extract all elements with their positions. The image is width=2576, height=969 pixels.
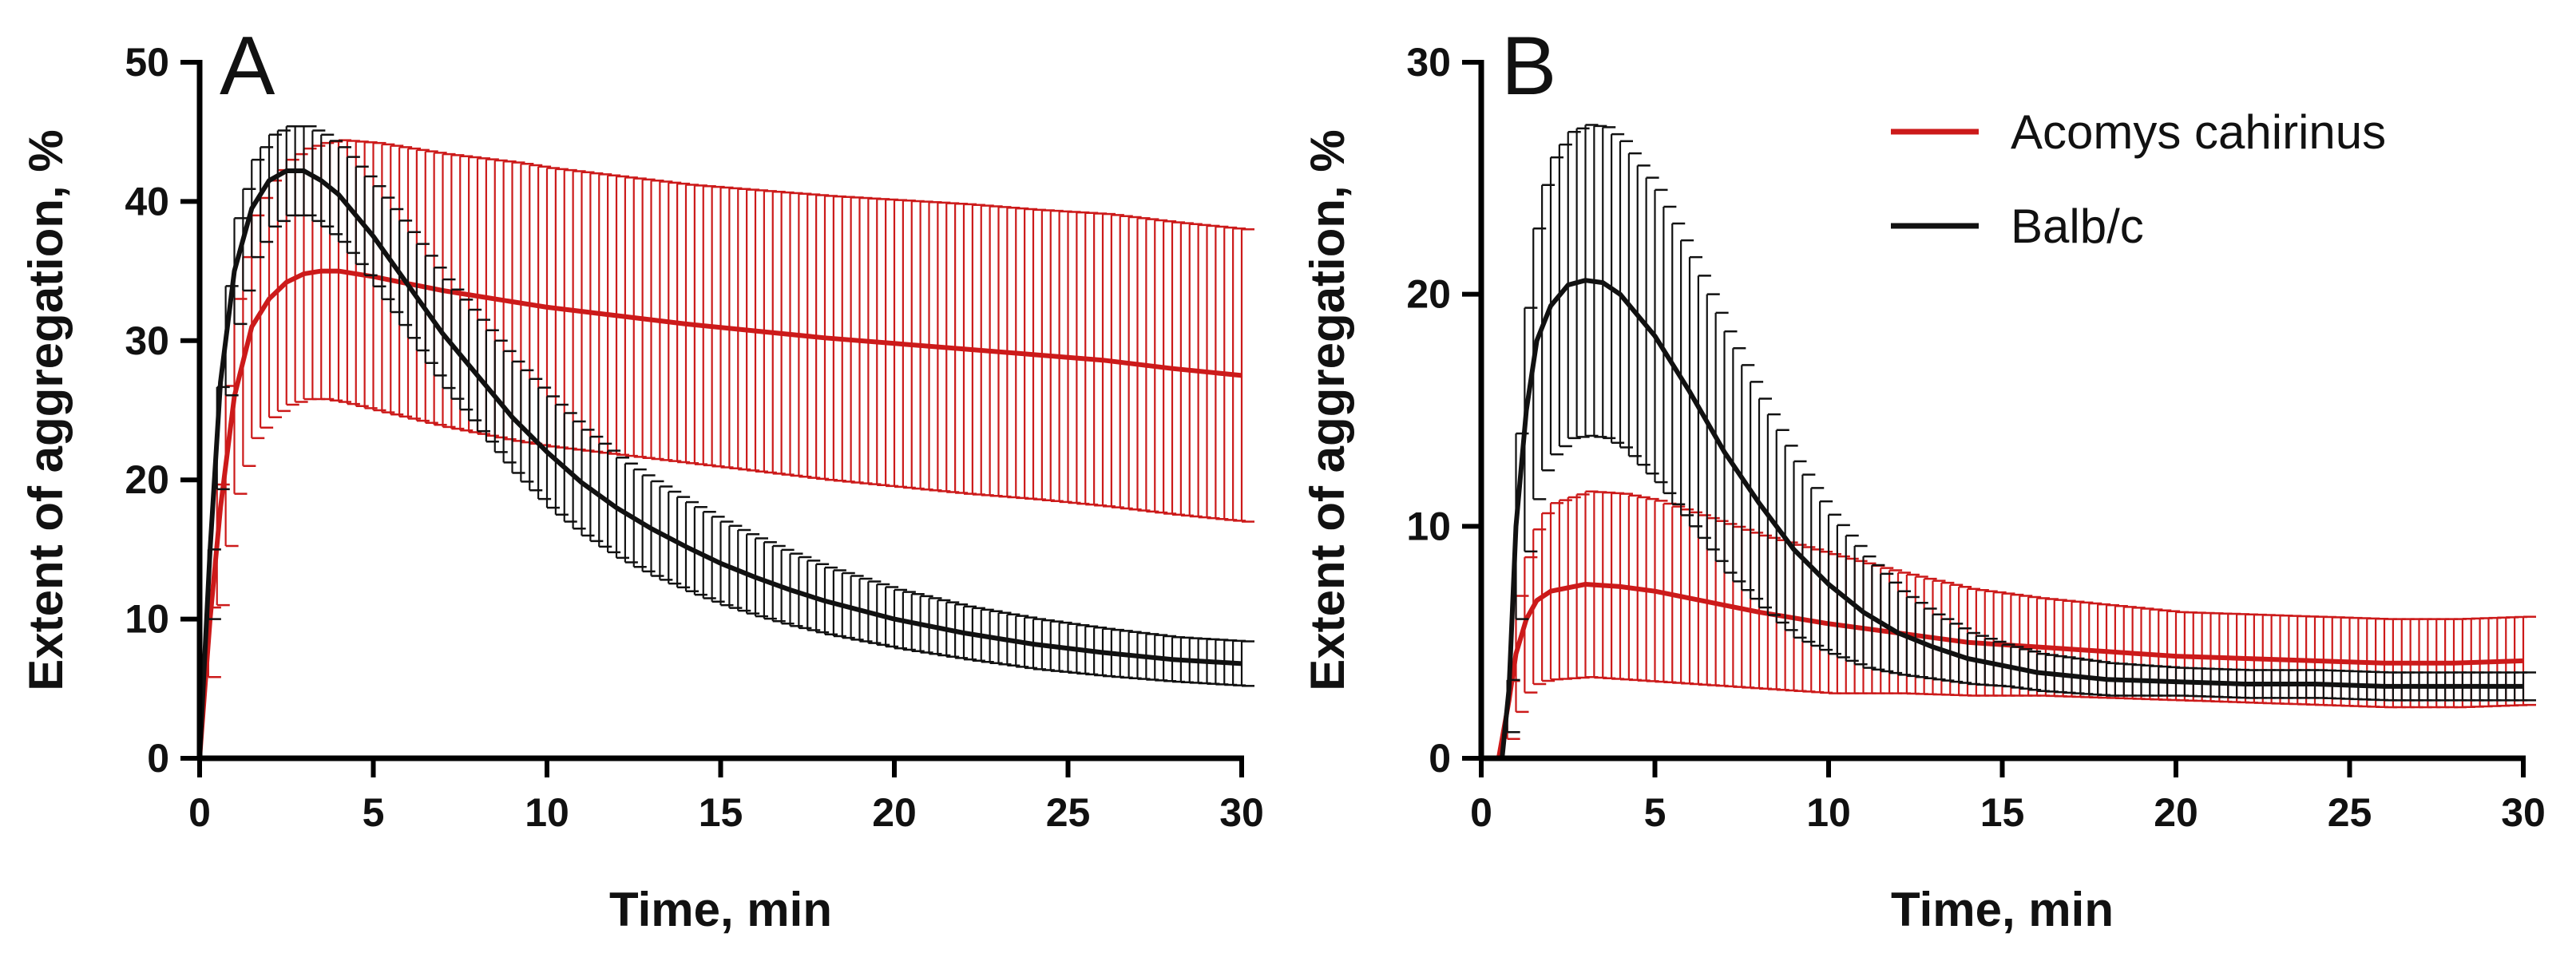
x-tick-label: 0 xyxy=(1470,790,1492,835)
x-tick-label: 15 xyxy=(699,790,743,835)
x-tick-label: 30 xyxy=(1219,790,1264,835)
y-tick-label: 0 xyxy=(147,736,169,781)
mean-line xyxy=(197,168,1242,759)
x-tick-label: 5 xyxy=(1644,790,1666,835)
mean-line xyxy=(1481,582,2524,761)
y-tick-label: 50 xyxy=(125,40,169,85)
y-tick-label: 40 xyxy=(125,179,169,223)
legend: Acomys cahirinus Balb/c xyxy=(1891,105,2386,253)
x-tick-label: 5 xyxy=(363,790,385,835)
panel-b: 0 5 10 15 20 25 30 0 10 20 30 Time, min Extent of ag… xyxy=(1301,20,2546,936)
x-tick-label: 15 xyxy=(1980,790,2025,835)
panel-a: 0 5 10 15 20 25 30 0 10 20 30 40 50 Time, min Extent o… xyxy=(19,20,1264,936)
y-axis-title: Extent of aggregation, % xyxy=(1301,129,1354,690)
mean-line xyxy=(197,268,1242,759)
y-tick-label: 20 xyxy=(125,457,169,502)
x-tick-label: 20 xyxy=(872,790,917,835)
x-tick-label: 10 xyxy=(525,790,569,835)
y-tick-label: 10 xyxy=(125,597,169,642)
x-tick-label: 25 xyxy=(1046,790,1091,835)
y-tick-label: 20 xyxy=(1406,272,1451,317)
series-acomys xyxy=(197,139,1254,759)
x-axis-title: Time, min xyxy=(609,883,832,936)
legend-label: Acomys cahirinus xyxy=(2011,105,2386,159)
panel-letter: A xyxy=(220,20,275,113)
x-tick-label: 30 xyxy=(2501,790,2546,835)
y-tick-label: 0 xyxy=(1429,736,1451,781)
y-tick-label: 30 xyxy=(125,318,169,363)
y-tick-label: 30 xyxy=(1406,40,1451,85)
x-tick-label: 20 xyxy=(2154,790,2198,835)
y-axis-title: Extent of aggregation, % xyxy=(19,129,73,690)
mean-line xyxy=(1481,278,2523,761)
series-acomys xyxy=(1481,490,2536,761)
series-balbc xyxy=(1481,124,2536,761)
x-tick-label: 10 xyxy=(1806,790,1851,835)
legend-label: Balb/c xyxy=(2011,200,2144,253)
x-tick-label: 25 xyxy=(2328,790,2372,835)
series-balbc xyxy=(197,125,1254,759)
x-tick-label: 0 xyxy=(188,790,211,835)
y-tick-label: 10 xyxy=(1406,504,1451,548)
panel-letter: B xyxy=(1501,20,1556,113)
x-axis-title: Time, min xyxy=(1891,883,2114,936)
